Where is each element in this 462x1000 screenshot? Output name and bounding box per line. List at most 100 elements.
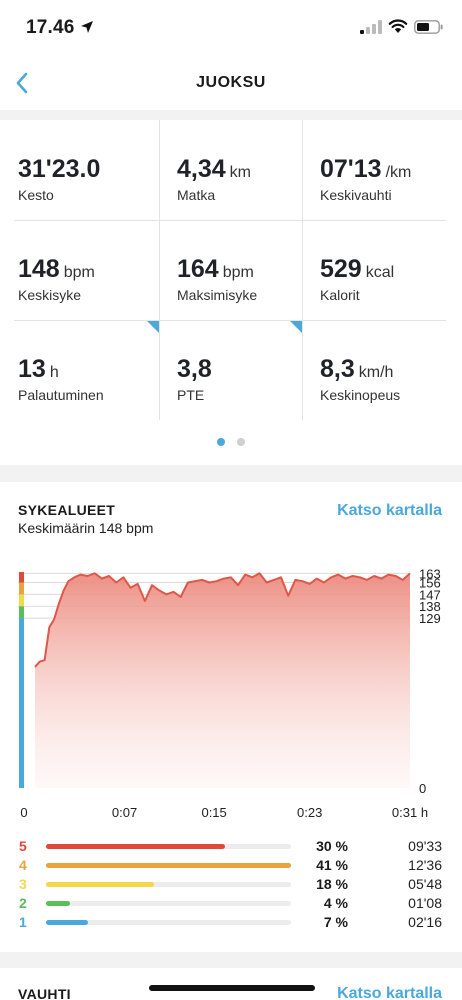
stat-value: 4,34 km bbox=[177, 155, 251, 184]
detail-corner-icon bbox=[147, 321, 159, 333]
stat-cell[interactable]: 4,34 km Matka bbox=[159, 120, 307, 220]
zone-duration: 01'08 bbox=[408, 895, 442, 911]
stats-grid: 31'23.0 Kesto 4,34 km Matka 07'13/km Keskivauh… bbox=[0, 120, 462, 420]
home-indicator[interactable] bbox=[149, 985, 315, 991]
zone-percent: 41 % bbox=[316, 857, 348, 873]
grid-divider bbox=[14, 220, 446, 221]
stat-unit: km bbox=[229, 164, 251, 181]
stat-unit: kcal bbox=[365, 264, 395, 281]
zone-number: 3 bbox=[19, 876, 27, 892]
zone-band bbox=[19, 582, 24, 595]
zone-percent: 4 % bbox=[323, 895, 348, 911]
stat-label: Keskivauhti bbox=[320, 187, 392, 203]
zone-number: 1 bbox=[19, 914, 27, 930]
stat-number: 3,8 bbox=[177, 355, 212, 383]
y-tick-label: 129 bbox=[419, 611, 441, 626]
stat-label: Kesto bbox=[18, 187, 54, 203]
view-on-map-link[interactable]: Katso kartalla bbox=[337, 985, 442, 1000]
chevron-left-icon bbox=[16, 72, 28, 94]
zone-row: 3 18 % 05'48 bbox=[0, 875, 462, 893]
stat-value: 529 kcal bbox=[320, 255, 394, 284]
zone-number: 2 bbox=[19, 895, 27, 911]
stat-number: 148 bbox=[18, 255, 60, 283]
page-indicator[interactable] bbox=[0, 438, 462, 446]
zone-band bbox=[19, 618, 24, 788]
page-dot[interactable] bbox=[237, 438, 245, 446]
stat-cell[interactable]: 164 bpm Maksimisyke bbox=[159, 220, 307, 320]
page-dot-active[interactable] bbox=[217, 438, 225, 446]
zone-row: 2 4 % 01'08 bbox=[0, 894, 462, 912]
zone-number: 4 bbox=[19, 857, 27, 873]
zone-duration: 02'16 bbox=[408, 914, 442, 930]
y-tick-label: 163 bbox=[419, 566, 441, 581]
x-tick-label: 0 bbox=[20, 805, 27, 820]
view-on-map-link[interactable]: Katso kartalla bbox=[337, 502, 442, 519]
stat-number: 164 bbox=[177, 255, 219, 283]
average-heart-rate: Keskimäärin 148 bpm bbox=[18, 520, 154, 536]
stat-label: Maksimisyke bbox=[177, 287, 258, 303]
nav-bar: JUOKSU bbox=[0, 56, 462, 110]
stat-label: Matka bbox=[177, 187, 216, 203]
zone-number: 5 bbox=[19, 838, 27, 854]
zone-row: 4 41 % 12'36 bbox=[0, 856, 462, 874]
location-arrow-icon bbox=[81, 21, 93, 33]
zone-row: 1 7 % 02'16 bbox=[0, 913, 462, 931]
pace-card: VAUHTI Katso kartalla bbox=[0, 968, 462, 1000]
stat-value: 07'13/km bbox=[320, 155, 411, 184]
zone-row: 5 30 % 09'33 bbox=[0, 837, 462, 855]
stat-label: Keskinopeus bbox=[320, 387, 401, 403]
grid-divider bbox=[302, 120, 303, 420]
stat-cell[interactable]: 07'13/km Keskivauhti bbox=[302, 120, 450, 220]
zone-bar-fill bbox=[46, 901, 70, 906]
heart-rate-area bbox=[35, 573, 410, 788]
cellular-signal-icon bbox=[360, 20, 382, 34]
zone-bar-fill bbox=[46, 920, 88, 925]
stat-unit: /km bbox=[385, 164, 412, 181]
y-tick-label: 0 bbox=[419, 781, 426, 796]
section-title: SYKEALUEET bbox=[18, 502, 116, 518]
stat-cell[interactable]: 8,3 km/h Keskinopeus bbox=[302, 320, 450, 420]
stat-value: 3,8 bbox=[177, 355, 212, 384]
stat-label: Kalorit bbox=[320, 287, 360, 303]
zone-bar-track bbox=[46, 844, 291, 849]
stat-number: 07'13 bbox=[320, 155, 382, 183]
status-time: 17.46 bbox=[26, 17, 75, 38]
detail-corner-icon bbox=[290, 321, 302, 333]
zone-bar-track bbox=[46, 920, 291, 925]
stat-cell[interactable]: 148 bpm Keskisyke bbox=[0, 220, 148, 320]
stat-unit: h bbox=[49, 364, 59, 381]
stat-cell[interactable]: 13 h Palautuminen bbox=[0, 320, 148, 420]
stat-value: 13 h bbox=[18, 355, 59, 384]
zone-band bbox=[19, 572, 24, 583]
stat-value: 148 bpm bbox=[18, 255, 95, 284]
grid-divider bbox=[159, 120, 160, 420]
zone-duration: 05'48 bbox=[408, 876, 442, 892]
section-title: VAUHTI bbox=[18, 986, 71, 1000]
y-tick-label: 156 bbox=[419, 576, 441, 591]
stat-label: Palautuminen bbox=[18, 387, 104, 403]
zone-percent: 7 % bbox=[323, 914, 348, 930]
zone-percent: 18 % bbox=[316, 876, 348, 892]
zone-band bbox=[19, 606, 24, 619]
heart-rate-card: SYKEALUEET Keskimäärin 148 bpm Katso kar… bbox=[0, 482, 462, 952]
stat-value: 164 bpm bbox=[177, 255, 254, 284]
zone-percent: 30 % bbox=[316, 838, 348, 854]
stat-unit: bpm bbox=[63, 264, 95, 281]
zone-bar-track bbox=[46, 882, 291, 887]
zone-duration: 09'33 bbox=[408, 838, 442, 854]
stat-number: 13 bbox=[18, 355, 46, 383]
stat-value: 31'23.0 bbox=[18, 155, 100, 184]
stat-cell[interactable]: 3,8 PTE bbox=[159, 320, 307, 420]
back-button[interactable] bbox=[6, 66, 38, 100]
stats-card[interactable]: 31'23.0 Kesto 4,34 km Matka 07'13/km Keskivauh… bbox=[0, 120, 462, 465]
zone-bar-fill bbox=[46, 844, 226, 849]
status-bar: 17.46 bbox=[0, 0, 462, 56]
stat-label: Keskisyke bbox=[18, 287, 82, 303]
x-tick-label: 0:07 bbox=[112, 805, 137, 820]
stat-cell[interactable]: 31'23.0 Kesto bbox=[0, 120, 148, 220]
heart-rate-line bbox=[34, 572, 411, 668]
stat-number: 8,3 bbox=[320, 355, 355, 383]
stat-cell[interactable]: 529 kcal Kalorit bbox=[302, 220, 450, 320]
zone-bar-track bbox=[46, 901, 291, 906]
